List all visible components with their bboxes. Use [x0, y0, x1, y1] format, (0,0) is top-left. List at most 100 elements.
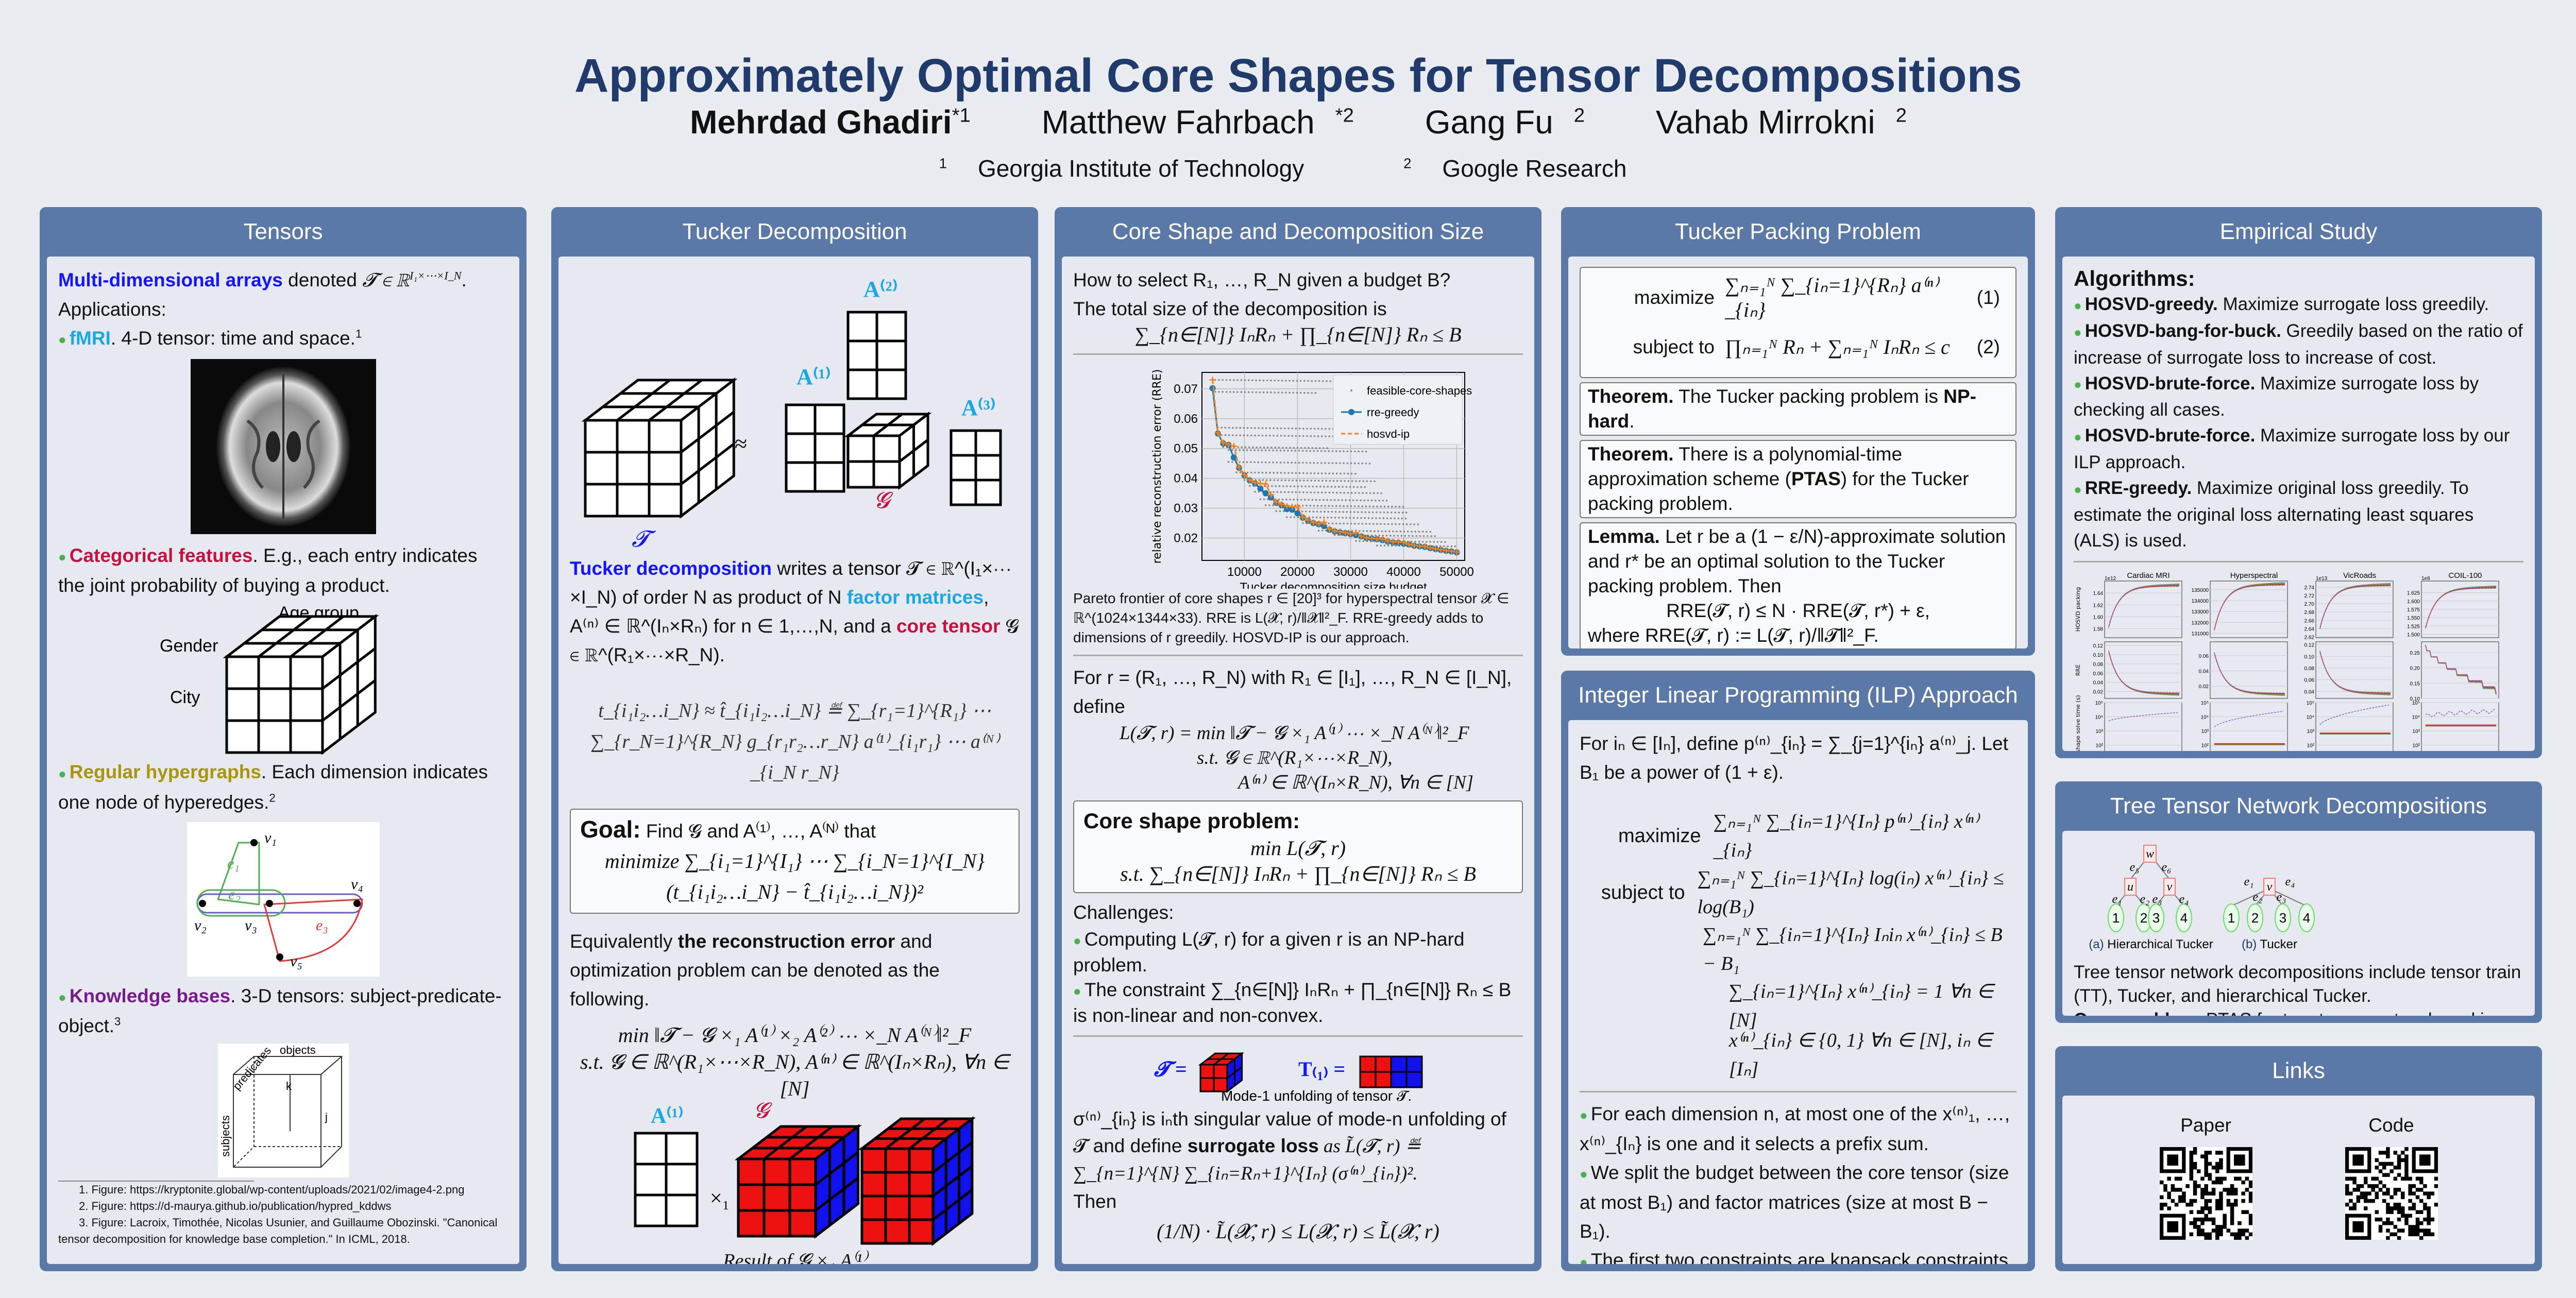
paper-qr-code[interactable] [2159, 1147, 2252, 1240]
j-label: j [325, 1111, 328, 1123]
knowledge-base-figure: objects predicates subjects k j [217, 1043, 349, 1177]
feasible-point [1275, 510, 1278, 513]
feasible-point [1261, 449, 1263, 452]
feasible-point [1308, 485, 1310, 488]
feasible-point [1224, 434, 1227, 436]
feasible-point [1274, 391, 1276, 394]
challenge-item: Computing L(𝓣, r) for a given r is an NP… [1073, 927, 1523, 978]
paper-link[interactable]: Paper [2159, 1111, 2252, 1255]
feasible-point [1294, 450, 1297, 452]
hosvd-ip-point [1427, 544, 1434, 551]
feasible-point [1402, 506, 1404, 508]
y-tick-label: 2.62 [2304, 635, 2315, 640]
tensor-T-cube [1198, 1052, 1244, 1094]
feasible-point [1367, 499, 1369, 502]
feasible-point [1306, 462, 1308, 464]
feasible-point [1246, 461, 1248, 464]
y-tick-label: 1.60 [2093, 614, 2104, 620]
hosvd-ip-point [1246, 476, 1253, 483]
feasible-point [1306, 472, 1308, 474]
feasible-point [1235, 426, 1238, 429]
feasible-point [1333, 499, 1336, 501]
y-tick-label: 1.64 [2093, 591, 2104, 596]
feasible-point [1241, 446, 1243, 449]
feasible-point [1300, 485, 1303, 488]
hosvd-ip-point [1320, 519, 1327, 525]
feasible-point [1237, 446, 1239, 448]
loss-constraint: s.t. 𝓖 ∈ ℝ^(R₁×⋯×R_N), [1197, 747, 1393, 768]
feasible-point [1330, 486, 1333, 488]
result-caption: Result of 𝓖 ×₁ A⁽¹⁾ [723, 1250, 867, 1264]
panel-header: Core Shape and Decomposition Size [1112, 219, 1484, 244]
feasible-point [1311, 391, 1313, 394]
feasible-point [1429, 541, 1431, 543]
feasible-point [1254, 427, 1256, 429]
feasible-point [1315, 447, 1317, 449]
y-tick-label: 2.66 [2304, 618, 2315, 624]
feasible-point [1366, 480, 1368, 483]
feasible-point [1350, 450, 1352, 453]
feasible-point [1419, 535, 1421, 537]
feasible-point [1374, 480, 1376, 483]
hosvd-ip-point [1310, 519, 1317, 526]
feasible-point [1281, 380, 1283, 382]
feasible-point [1295, 472, 1297, 474]
hosvd-ip-point [1379, 536, 1386, 542]
theorem-np-hard: Theorem. The Tucker packing problem is N… [1580, 382, 2016, 436]
feasible-point [1321, 435, 1323, 437]
feasible-point [1246, 471, 1249, 474]
feasible-point [1426, 541, 1428, 543]
feasible-point [1283, 491, 1286, 493]
author: Matthew Fahrbach *2 [1041, 104, 1354, 141]
feasible-point [1287, 491, 1290, 493]
feasible-point [1304, 447, 1306, 449]
feasible-point [1221, 426, 1223, 429]
feasible-point [1282, 510, 1285, 513]
approx-symbol: ≈ [735, 431, 747, 456]
tucker-diagram: 𝓣 ≈ A⁽¹⁾ A⁽²⁾ A⁽³⁾ 𝓖 [581, 277, 1002, 552]
feasible-point [1315, 499, 1317, 501]
feasible-point [1308, 447, 1310, 449]
feasible-point [1347, 480, 1350, 482]
feasible-point [1324, 510, 1326, 513]
feasible-point [1350, 462, 1352, 465]
unfold-caption: Mode-1 unfolding of tensor 𝓣. [1221, 1088, 1412, 1104]
feasible-point [1312, 485, 1314, 488]
hosvd-ip-point [1209, 377, 1216, 383]
panel-header: Tensors [243, 219, 323, 244]
y-tick-label: 0.02 [2093, 689, 2104, 695]
feasible-point [1334, 517, 1336, 519]
feasible-point [1350, 472, 1353, 475]
hypergraph-figure: v₁ v₂ v₃ v₄ v₅ e₁ e₂ e₃ [187, 822, 380, 977]
factor-matrix-A1 [785, 403, 845, 493]
feasible-point [1365, 450, 1367, 453]
subplot: 10¹10²10³10⁴10⁵0200004000060000800001000… [2095, 701, 2182, 751]
T-label: 𝓣 = [1154, 1057, 1187, 1081]
subplot-title: Hyperspectral [2230, 571, 2278, 580]
feasible-point [1353, 462, 1356, 465]
feasible-point [1229, 391, 1231, 393]
A1-label: A⁽¹⁾ [651, 1104, 684, 1128]
feasible-point [1313, 435, 1316, 437]
series-line [2425, 644, 2497, 693]
code-qr-code[interactable] [2345, 1147, 2438, 1240]
subjects-label: subjects [219, 1115, 232, 1157]
objects-label: objects [280, 1044, 316, 1056]
feasible-point [1357, 511, 1359, 513]
feasible-point [1335, 522, 1337, 525]
feasible-point [1321, 530, 1324, 532]
v3-label: v₃ [245, 917, 257, 934]
feasible-point [1356, 499, 1358, 502]
result-tensor [858, 1116, 975, 1246]
feasible-point [1236, 379, 1239, 381]
feasible-point [1270, 391, 1272, 394]
feasible-point [1333, 534, 1336, 536]
hosvd-ip-point [1230, 443, 1237, 450]
feasible-point [1358, 450, 1360, 453]
feasible-point [1443, 545, 1445, 548]
feasible-point [1317, 428, 1319, 430]
code-link[interactable]: Code [2345, 1111, 2438, 1255]
feasible-point [1371, 511, 1374, 514]
x-tick-label: 10000 [1227, 565, 1262, 579]
feasible-point [1354, 472, 1357, 475]
